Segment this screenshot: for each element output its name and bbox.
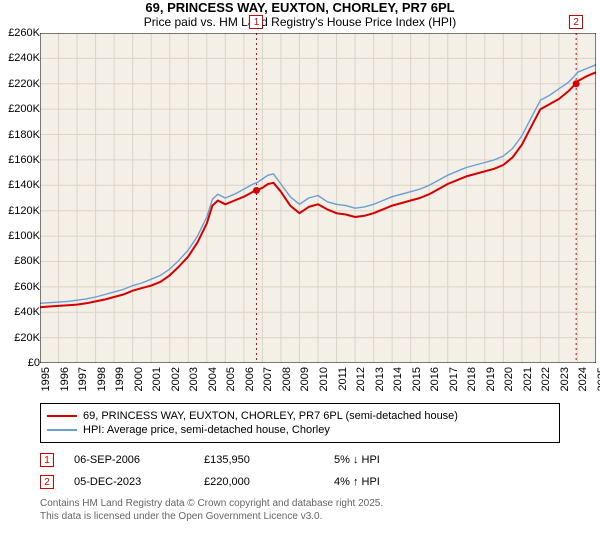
x-tick-label: 2002: [170, 367, 182, 391]
x-tick-label: 2005: [225, 367, 237, 391]
x-tick-label: 1997: [77, 367, 89, 391]
event-row: 2 05-DEC-2023 £220,000 4% ↑ HPI: [40, 471, 560, 493]
x-tick-label: 2012: [355, 367, 367, 391]
chart-footer: Contains HM Land Registry data © Crown c…: [40, 497, 600, 523]
event-price: £220,000: [204, 476, 314, 488]
legend-label: 69, PRINCESS WAY, EUXTON, CHORLEY, PR7 6…: [83, 410, 458, 422]
x-tick-label: 1999: [114, 367, 126, 391]
chart-subtitle: Price paid vs. HM Land Registry's House …: [0, 15, 600, 29]
y-tick-label: £140K: [8, 179, 40, 191]
legend-label: HPI: Average price, semi-detached house,…: [83, 424, 330, 436]
x-tick-label: 2021: [522, 367, 534, 391]
event-delta: 5% ↓ HPI: [334, 454, 380, 466]
legend-row: HPI: Average price, semi-detached house,…: [47, 424, 553, 436]
x-tick-label: 2025: [596, 367, 600, 391]
chart-legend: 69, PRINCESS WAY, EUXTON, CHORLEY, PR7 6…: [40, 403, 560, 443]
y-tick-label: £220K: [8, 78, 40, 90]
x-tick-label: 1996: [59, 367, 71, 391]
chart-area: 12£0£20K£40K£60K£80K£100K£120K£140K£160K…: [40, 33, 596, 363]
legend-row: 69, PRINCESS WAY, EUXTON, CHORLEY, PR7 6…: [47, 410, 553, 422]
x-tick-label: 1995: [40, 367, 52, 391]
x-tick-label: 1998: [96, 367, 108, 391]
footer-line-2: This data is licensed under the Open Gov…: [40, 510, 600, 523]
y-tick-label: £80K: [14, 255, 40, 267]
x-tick-label: 2019: [485, 367, 497, 391]
y-tick-label: £0: [28, 357, 40, 369]
x-tick-label: 2007: [262, 367, 274, 391]
x-tick-label: 2018: [466, 367, 478, 391]
footer-line-1: Contains HM Land Registry data © Crown c…: [40, 497, 600, 510]
event-marker-icon: 2: [40, 475, 54, 489]
x-tick-label: 2020: [503, 367, 515, 391]
x-tick-label: 2017: [448, 367, 460, 391]
x-tick-label: 2010: [318, 367, 330, 391]
event-date: 05-DEC-2023: [74, 476, 184, 488]
x-tick-label: 2015: [411, 367, 423, 391]
x-tick-label: 2001: [151, 367, 163, 391]
y-tick-label: £100K: [8, 230, 40, 242]
event-marker-2: 2: [569, 15, 583, 29]
x-tick-label: 2024: [577, 367, 589, 391]
x-tick-label: 2014: [392, 367, 404, 391]
event-date: 06-SEP-2006: [74, 454, 184, 466]
x-tick-label: 2000: [133, 367, 145, 391]
x-tick-label: 2022: [540, 367, 552, 391]
event-price: £135,950: [204, 454, 314, 466]
y-tick-label: £20K: [14, 332, 40, 344]
x-tick-label: 2003: [188, 367, 200, 391]
x-tick-label: 2009: [299, 367, 311, 391]
event-marker-icon: 1: [40, 453, 54, 467]
event-marker-1: 1: [249, 15, 263, 29]
x-tick-label: 2006: [244, 367, 256, 391]
event-row: 1 06-SEP-2006 £135,950 5% ↓ HPI: [40, 449, 560, 471]
y-tick-label: £240K: [8, 52, 40, 64]
chart-title: 69, PRINCESS WAY, EUXTON, CHORLEY, PR7 6…: [0, 0, 600, 15]
y-tick-label: £120K: [8, 205, 40, 217]
x-tick-label: 2023: [559, 367, 571, 391]
legend-swatch: [47, 415, 77, 417]
y-tick-label: £180K: [8, 129, 40, 141]
event-delta: 4% ↑ HPI: [334, 476, 380, 488]
legend-swatch: [47, 429, 77, 431]
y-tick-label: £160K: [8, 154, 40, 166]
x-tick-label: 2016: [429, 367, 441, 391]
y-tick-label: £200K: [8, 103, 40, 115]
x-tick-label: 2008: [281, 367, 293, 391]
x-tick-label: 2011: [337, 367, 349, 391]
y-tick-label: £60K: [14, 281, 40, 293]
line-chart: [40, 33, 596, 363]
y-tick-label: £40K: [14, 306, 40, 318]
event-table: 1 06-SEP-2006 £135,950 5% ↓ HPI 2 05-DEC-2023…: [40, 449, 560, 493]
x-tick-label: 2013: [374, 367, 386, 391]
y-tick-label: £260K: [8, 27, 40, 39]
x-tick-label: 2004: [207, 367, 219, 391]
